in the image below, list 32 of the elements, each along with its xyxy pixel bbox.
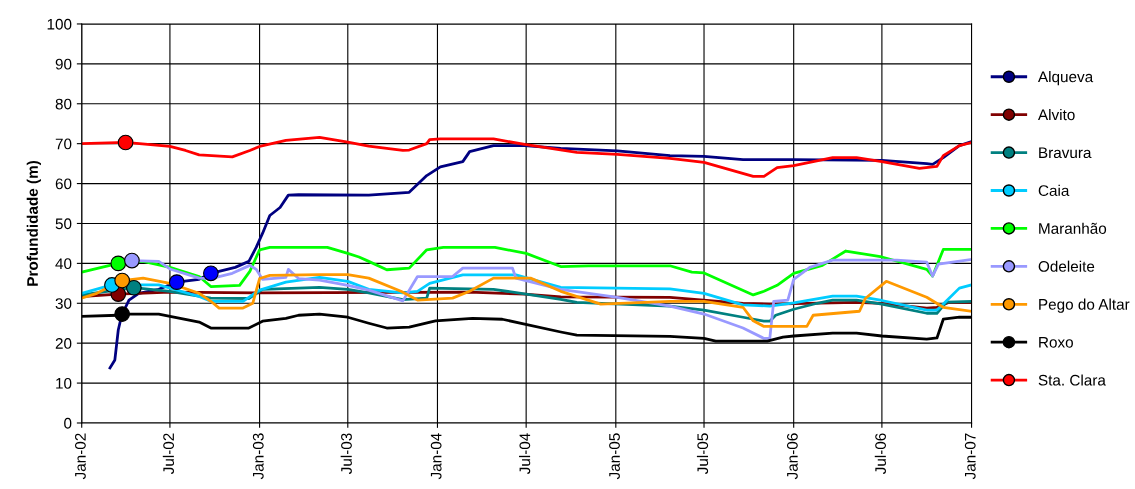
x-tick-label: Jan-04 [430, 433, 442, 480]
legend-label: Sta. Clara [1038, 374, 1106, 386]
x-tick-label: Jan-03 [252, 433, 264, 480]
y-tick-label: 90 [55, 58, 72, 70]
y-tick-label: 60 [55, 178, 72, 190]
legend-label: Maranhão [1039, 222, 1107, 234]
y-tick-label: 10 [56, 377, 72, 389]
legend-label: Alvito [1037, 108, 1075, 121]
y-tick-label: 40 [55, 258, 72, 270]
legend-label: Bravura [1039, 147, 1092, 159]
x-tick-label: Jul-03 [340, 433, 352, 475]
x-tick-label: Jan-05 [609, 433, 620, 480]
y-tick-label: 30 [55, 298, 72, 309]
legend-label: Caia [1038, 184, 1070, 197]
y-tick-label: 70 [55, 138, 72, 150]
y-tick-label: 80 [55, 98, 72, 110]
x-tick-label: Jul-04 [519, 433, 531, 475]
y-tick-label: 100 [47, 18, 72, 30]
legend-label: Alqueva [1037, 71, 1094, 86]
x-tick-label: Jul-02 [162, 433, 175, 475]
y-tick-label: 20 [55, 338, 72, 349]
x-tick-label: Jan-02 [75, 433, 86, 480]
y-tick-label: 50 [55, 218, 72, 230]
y-axis-title: Profundidade (m) [26, 161, 41, 286]
legend-label: Odeleite [1038, 260, 1095, 272]
legend-label: Roxo [1039, 337, 1073, 348]
legend-label: Pego do Altar [1039, 298, 1130, 313]
y-tick-label: 0 [64, 417, 72, 429]
x-tick-label: Jul-06 [874, 433, 886, 475]
x-tick-label: Jul-05 [696, 433, 709, 475]
x-tick-label: Jan-06 [786, 433, 798, 480]
x-tick-label: Jan-07 [964, 433, 976, 480]
